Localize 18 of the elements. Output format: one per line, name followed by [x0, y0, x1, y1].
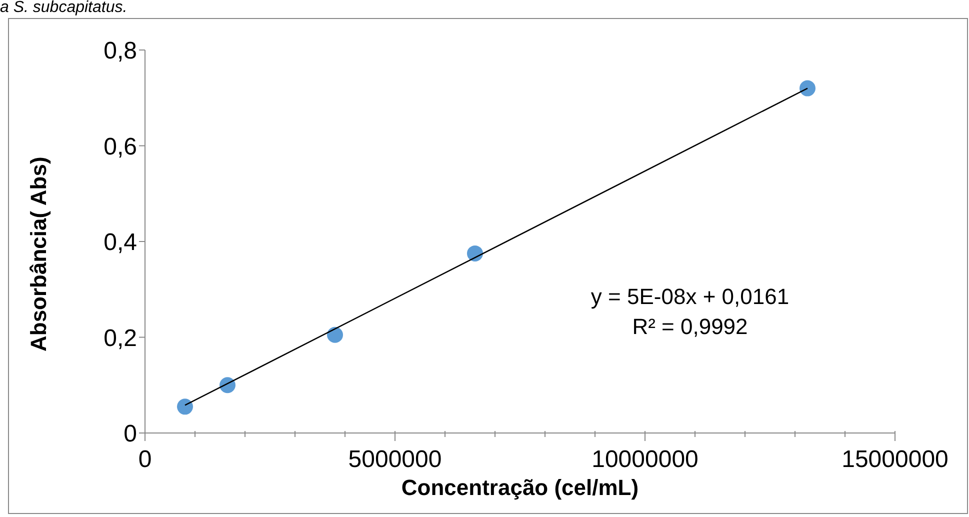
x-tick-label: 15000000 — [842, 446, 948, 473]
point — [177, 398, 193, 415]
x-axis-title: Concentração (cel/mL) — [401, 475, 639, 500]
x-tick-label: 10000000 — [592, 446, 698, 473]
y-tick-label: 0,6 — [104, 133, 137, 160]
point — [220, 377, 236, 394]
y-tick-label: 0,8 — [104, 38, 137, 65]
point — [327, 326, 343, 343]
point — [800, 80, 816, 96]
x-tick-label: 5000000 — [348, 446, 442, 473]
annotation: y = 5E-08x + 0,0161 — [590, 283, 790, 311]
annotation: R² = 0,9992 — [631, 313, 749, 341]
y-tick-label: 0,4 — [104, 229, 137, 256]
text: a S. subcapitatus. — [0, 0, 128, 16]
point — [467, 245, 483, 262]
y-tick-label: 0,2 — [104, 324, 137, 352]
y-axis-title: Absorbância( Abs) — [26, 156, 51, 352]
y-tick-label: 0 — [124, 420, 137, 448]
